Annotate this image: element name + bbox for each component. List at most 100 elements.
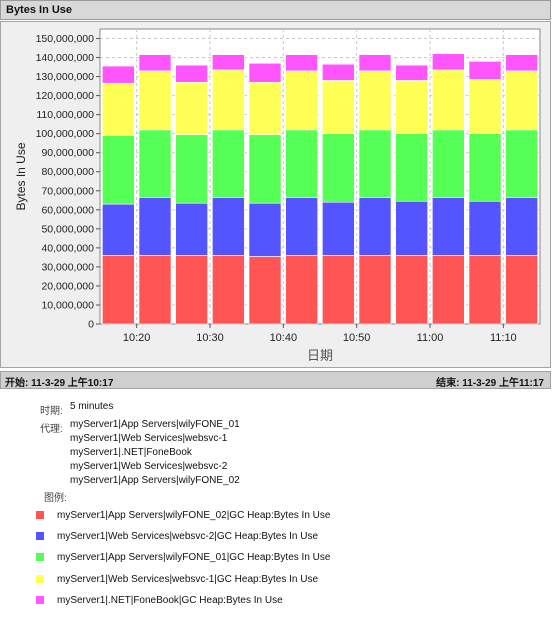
x-axis-title: 日期 <box>307 349 333 364</box>
agent-item: myServer1|App Servers|wilyFONE_01 <box>70 419 240 430</box>
bar-segment <box>102 82 135 136</box>
bar-segment <box>322 201 355 256</box>
y-tick-label: 100,000,000 <box>36 128 95 140</box>
range-start: 开始: 11-3-29 上午10:17 <box>5 378 114 389</box>
bar-segment <box>505 54 538 72</box>
bar-segment <box>248 62 282 83</box>
bar-segment <box>285 70 318 131</box>
bar-segment <box>468 133 502 202</box>
bar-segment <box>395 255 428 325</box>
bar-chart: 0 10,000,000 20,000,000 30,000,000 40,000,00… <box>14 28 541 364</box>
legend-swatch <box>36 532 44 540</box>
bar-segment <box>395 200 428 256</box>
legend-label: 图例: <box>44 493 67 504</box>
legend-swatch <box>36 511 44 519</box>
legend-text: myServer1|App Servers|wilyFONE_02|GC Hea… <box>57 510 331 521</box>
x-tick-label: 10:20 <box>123 332 151 344</box>
y-tick-label: 0 <box>88 319 94 331</box>
legend-text: myServer1|Web Services|websvc-1|GC Heap:… <box>57 574 319 585</box>
x-tick-label: 10:50 <box>343 332 371 344</box>
bar-segment <box>432 69 465 131</box>
legend-swatch <box>36 553 44 561</box>
legend-swatch <box>36 596 44 604</box>
bar-segment <box>358 197 392 256</box>
plot-area <box>99 28 541 325</box>
chart-panel: 0 10,000,000 20,000,000 30,000,000 40,000,00… <box>0 21 551 368</box>
bar-segment <box>212 54 245 71</box>
bar-segment <box>138 70 172 131</box>
x-tick-label: 10:30 <box>196 332 224 344</box>
bar-segment <box>468 79 502 134</box>
bar-segment <box>322 80 355 134</box>
bar-segment <box>138 129 172 198</box>
bar-segment <box>468 61 502 80</box>
bar-segment <box>395 133 428 202</box>
y-tick-label: 70,000,000 <box>41 185 94 197</box>
agent-item: myServer1|App Servers|wilyFONE_02 <box>70 475 240 486</box>
y-tick-label: 20,000,000 <box>41 280 94 292</box>
bar-segment <box>248 81 282 135</box>
bar-segment <box>175 64 208 83</box>
bar-segment <box>358 129 392 198</box>
bar-segment <box>358 54 392 72</box>
bar-segment <box>505 197 538 256</box>
bar-segment <box>285 255 318 325</box>
bar-segment <box>102 203 135 256</box>
period-value: 5 minutes <box>70 401 114 412</box>
bar-segment <box>322 63 355 81</box>
bar-segment <box>248 134 282 204</box>
y-axis-title: Bytes In Use <box>14 142 28 210</box>
period-label: 时期: <box>40 406 63 417</box>
bar-segment <box>432 255 465 325</box>
y-tick-label: 110,000,000 <box>36 109 94 121</box>
bar-segment <box>102 65 135 84</box>
y-tick-label: 50,000,000 <box>41 223 94 235</box>
bar-segment <box>175 81 208 135</box>
bar-segment <box>285 197 318 256</box>
chart-info: 时期: 5 minutes 代理: myServer1|App Servers|… <box>0 389 553 619</box>
bar-segment <box>212 69 245 131</box>
bar-segment <box>432 53 465 71</box>
agents-label: 代理: <box>40 424 63 435</box>
bar-segment <box>432 197 465 256</box>
range-end: 结束: 11-3-29 上午11:17 <box>436 378 544 389</box>
bar-segment <box>212 197 245 256</box>
x-tick-label: 11:00 <box>417 332 444 344</box>
y-tick-label: 120,000,000 <box>36 90 95 102</box>
legend-text: myServer1|.NET|FoneBook|GC Heap:Bytes In… <box>57 595 283 606</box>
bar-segment <box>175 255 208 325</box>
agent-item: myServer1|Web Services|websvc-1 <box>70 433 228 444</box>
y-tick-label: 150,000,000 <box>36 33 95 45</box>
y-tick-label: 80,000,000 <box>41 166 94 178</box>
bar-segment <box>505 70 538 131</box>
bar-segment <box>358 255 392 325</box>
legend-text: myServer1|Web Services|websvc-2|GC Heap:… <box>57 531 319 542</box>
bar-segment <box>395 80 428 134</box>
agent-item: myServer1|Web Services|websvc-2 <box>70 461 228 472</box>
y-tick-label: 90,000,000 <box>41 147 94 159</box>
bar-segment <box>175 134 208 204</box>
x-tick-label: 10:40 <box>270 332 298 344</box>
bar-segment <box>358 70 392 131</box>
legend-text: myServer1|App Servers|wilyFONE_01|GC Hea… <box>57 552 331 563</box>
time-range-bar: 开始: 11-3-29 上午10:17 结束: 11-3-29 上午11:17 <box>0 371 551 389</box>
y-tick-label: 10,000,000 <box>41 299 94 311</box>
bar-segment <box>432 129 465 198</box>
bar-segment <box>175 202 208 256</box>
agent-item: myServer1|.NET|FoneBook <box>70 447 192 458</box>
chart-title-bar: Bytes In Use <box>0 0 551 20</box>
bar-segment <box>285 129 318 198</box>
y-tick-label: 60,000,000 <box>41 204 94 216</box>
bar-segment <box>468 255 502 325</box>
bar-segment <box>395 64 428 81</box>
bar-segment <box>212 255 245 325</box>
bar-segment <box>248 202 282 257</box>
bar-segment <box>322 255 355 325</box>
bar-segment <box>102 135 135 205</box>
y-tick-label: 30,000,000 <box>41 261 94 273</box>
bar-segment <box>285 54 318 72</box>
chart-title: Bytes In Use <box>6 4 73 16</box>
x-tick-label: 11:10 <box>490 332 517 344</box>
bar-segment <box>505 129 538 198</box>
legend-swatch <box>36 575 44 583</box>
